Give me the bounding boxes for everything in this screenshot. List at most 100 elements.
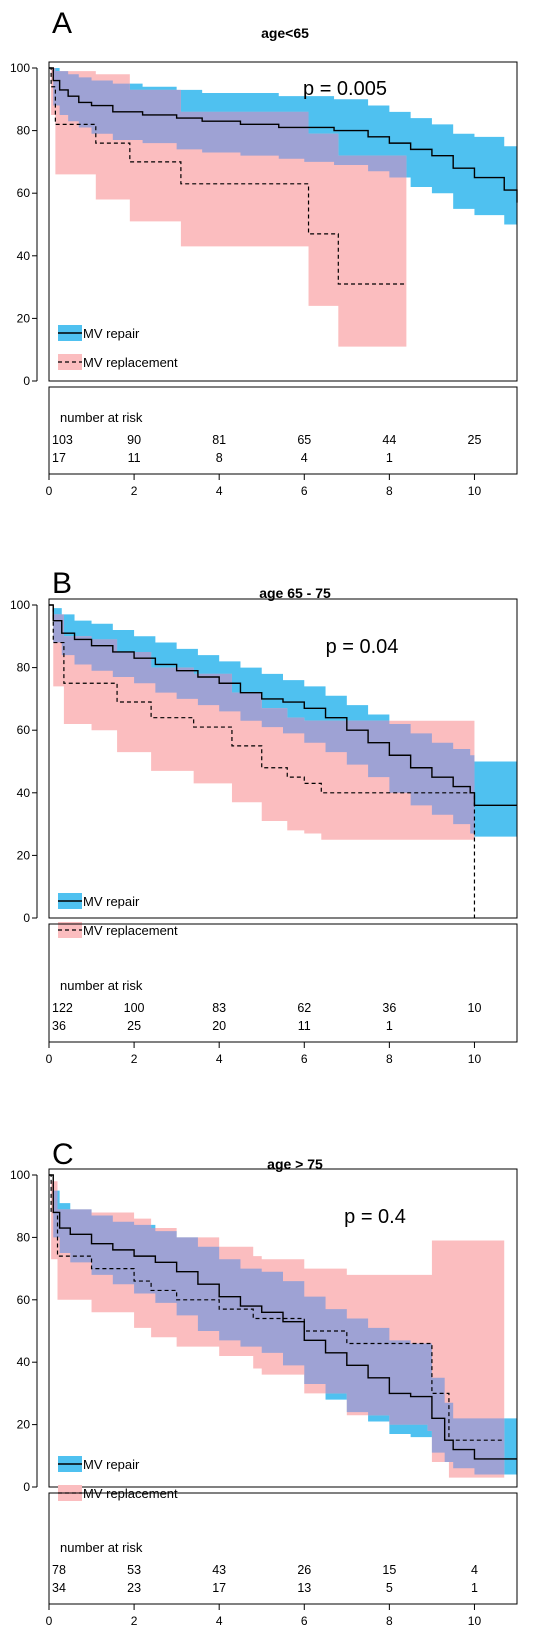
panel-label: B (52, 567, 72, 600)
risk-count-repair: 10 (468, 1001, 482, 1015)
legend-label-repair: MV repair (83, 894, 140, 909)
legend-label-repair: MV repair (83, 1457, 140, 1472)
risk-count-replacement: 25 (127, 1019, 141, 1033)
risk-count-repair: 43 (212, 1563, 226, 1577)
x-tick-label: 6 (301, 1614, 308, 1627)
risk-count-repair: 4 (471, 1563, 478, 1577)
plot-frame (48, 598, 518, 919)
x-tick-label: 8 (386, 1614, 393, 1627)
risk-count-replacement: 34 (52, 1581, 66, 1595)
x-tick-label: 0 (46, 1614, 53, 1627)
band-overlap-group (49, 1175, 505, 1475)
x-tick-label: 4 (216, 484, 223, 498)
risk-table: 0 2 4 6 8 10 103 90 81 65 44 25 17 11 8 4 1 (46, 386, 518, 498)
panel-b: B age 65 - 75 0 20 40 60 80 100 p = 0.04 MV r… (10, 567, 518, 1066)
legend-label-repair: MV repair (83, 326, 140, 341)
y-tick-label: 100 (10, 61, 30, 75)
risk-count-replacement: 11 (128, 451, 141, 465)
x-tick-label: 2 (131, 1614, 138, 1627)
legend-label-replacement: MV replacement (83, 923, 178, 938)
risk-count-repair: 44 (382, 433, 396, 447)
risk-count-replacement: 11 (298, 1019, 311, 1033)
x-tick-label: 8 (386, 1052, 393, 1066)
risk-count-repair: 53 (127, 1563, 141, 1577)
x-tick-label: 0 (46, 1052, 53, 1066)
series-line-repair (49, 604, 517, 807)
risk-count-repair: 62 (297, 1001, 311, 1015)
p-value: p = 0.04 (326, 636, 399, 658)
risk-count-repair: 90 (127, 433, 141, 447)
risk-count-repair: 26 (297, 1563, 311, 1577)
risk-table-header: number at risk (60, 1540, 143, 1555)
risk-count-replacement: 17 (212, 1581, 226, 1595)
confidence-bands (49, 1175, 517, 1478)
y-tick-label: 40 (17, 786, 31, 800)
y-tick-label: 0 (23, 1480, 30, 1494)
x-tick-label: 10 (468, 1052, 482, 1066)
x-tick-label: 4 (216, 1052, 223, 1066)
risk-count-repair: 65 (297, 433, 311, 447)
risk-count-replacement: 4 (301, 451, 308, 465)
plot-area: 0 20 40 60 80 100 (10, 1168, 518, 1494)
risk-count-replacement: 5 (386, 1581, 393, 1595)
chart-title: age<65 (261, 25, 309, 41)
y-tick-label: 80 (17, 124, 31, 138)
risk-count-repair: 36 (382, 1001, 396, 1015)
plot-frame (48, 1168, 518, 1488)
risk-count-replacement: 1 (471, 1581, 478, 1595)
legend-label-replacement: MV replacement (83, 355, 178, 370)
series-line-repair (49, 67, 518, 203)
p-value: p = 0.4 (344, 1206, 406, 1228)
chart-title: age 65 - 75 (259, 585, 331, 601)
x-tick-label: 10 (468, 484, 482, 498)
risk-count-replacement: 20 (212, 1019, 226, 1033)
series-line-replacement (49, 67, 407, 285)
confidence-bands (49, 605, 517, 840)
risk-count-replacement: 1 (386, 1019, 393, 1033)
band-overlap (49, 68, 407, 241)
y-tick-label: 80 (17, 1230, 31, 1244)
panel-label: A (52, 7, 72, 40)
risk-count-repair: 25 (468, 433, 482, 447)
legend-swatch-replacement (58, 922, 82, 938)
x-tick-label: 6 (301, 1052, 308, 1066)
y-tick-label: 80 (17, 661, 31, 675)
legend: MV repair MV replacement (58, 893, 178, 938)
risk-count-replacement: 23 (127, 1581, 141, 1595)
risk-count-repair: 100 (124, 1001, 145, 1015)
risk-count-repair: 78 (52, 1563, 66, 1577)
y-tick-label: 20 (17, 311, 31, 325)
risk-table-frame (48, 1492, 518, 1605)
p-value: p = 0.005 (303, 78, 387, 100)
x-tick-label: 2 (131, 1052, 138, 1066)
y-tick-label: 60 (17, 186, 31, 200)
series-line-replacement (49, 604, 476, 918)
y-tick-label: 40 (17, 1355, 31, 1369)
legend: MV repair MV replacement (58, 325, 178, 370)
plot-frame (48, 61, 518, 382)
band-overlap (49, 1175, 505, 1475)
risk-count-repair: 122 (52, 1001, 73, 1015)
risk-count-replacement: 1 (386, 451, 393, 465)
plot-area: 0 20 40 60 80 100 (10, 598, 518, 925)
chart-title: age > 75 (267, 1156, 323, 1172)
risk-count-repair: 81 (212, 433, 226, 447)
y-tick-label: 0 (23, 374, 30, 388)
x-tick-label: 2 (131, 484, 138, 498)
risk-count-repair: 103 (52, 433, 73, 447)
x-tick-label: 8 (386, 484, 393, 498)
y-tick-label: 40 (17, 249, 31, 263)
y-tick-label: 60 (17, 1293, 31, 1307)
x-tick-label: 0 (46, 484, 53, 498)
y-tick-label: 20 (17, 1418, 31, 1432)
y-tick-label: 60 (17, 723, 31, 737)
y-tick-label: 100 (10, 598, 30, 612)
risk-count-repair: 15 (382, 1563, 396, 1577)
confidence-bands (49, 68, 517, 347)
risk-table-header: number at risk (60, 410, 143, 425)
plot-area: 0 20 40 60 80 100 (10, 61, 518, 388)
